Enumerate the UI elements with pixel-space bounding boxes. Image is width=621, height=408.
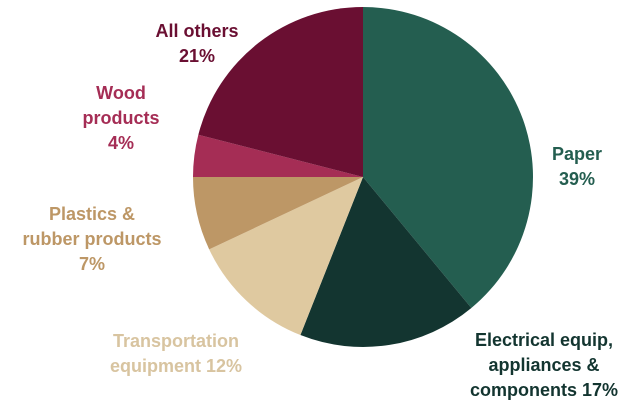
slice-label: All others 21% bbox=[155, 21, 238, 66]
slice-label: Plastics & rubber products 7% bbox=[22, 204, 161, 274]
slice-label-line: Electrical equip, bbox=[475, 330, 613, 350]
slice-label: Transportation equipment 12% bbox=[110, 331, 242, 376]
pie-slice-plastics-rubber-products bbox=[193, 177, 363, 250]
pie-slices bbox=[193, 6, 534, 347]
slice-label-line: appliances & bbox=[488, 355, 599, 375]
pie-slice-paper bbox=[363, 6, 534, 308]
slice-label: Paper 39% bbox=[552, 144, 602, 189]
pie-slice-transportation-equipment bbox=[209, 177, 363, 336]
pie-labels: Paper 39% Electrical equip, appliances & com… bbox=[22, 21, 618, 400]
slice-label-line: rubber products bbox=[22, 229, 161, 249]
slice-label: Electrical equip, appliances & components … bbox=[470, 330, 618, 400]
slice-label-line: equipment 12% bbox=[110, 356, 242, 376]
slice-label-line: 21% bbox=[179, 46, 215, 66]
slice-label: Wood products 4% bbox=[82, 83, 159, 153]
slice-label-line: 39% bbox=[559, 169, 595, 189]
pie-slice-electrical-equip-appliances-components bbox=[300, 177, 472, 347]
slice-label-line: products bbox=[82, 108, 159, 128]
slice-label-line: Plastics & bbox=[49, 204, 135, 224]
slice-label-line: 4% bbox=[108, 133, 134, 153]
slice-label-line: All others bbox=[155, 21, 238, 41]
slice-label-line: Paper bbox=[552, 144, 602, 164]
slice-label-line: Transportation bbox=[113, 331, 239, 351]
slice-label-line: 7% bbox=[79, 254, 105, 274]
slice-label-line: Wood bbox=[96, 83, 146, 103]
slice-label-line: components 17% bbox=[470, 380, 618, 400]
pie-slice-wood-products bbox=[193, 134, 363, 177]
pie-slice-all-others bbox=[198, 7, 363, 177]
